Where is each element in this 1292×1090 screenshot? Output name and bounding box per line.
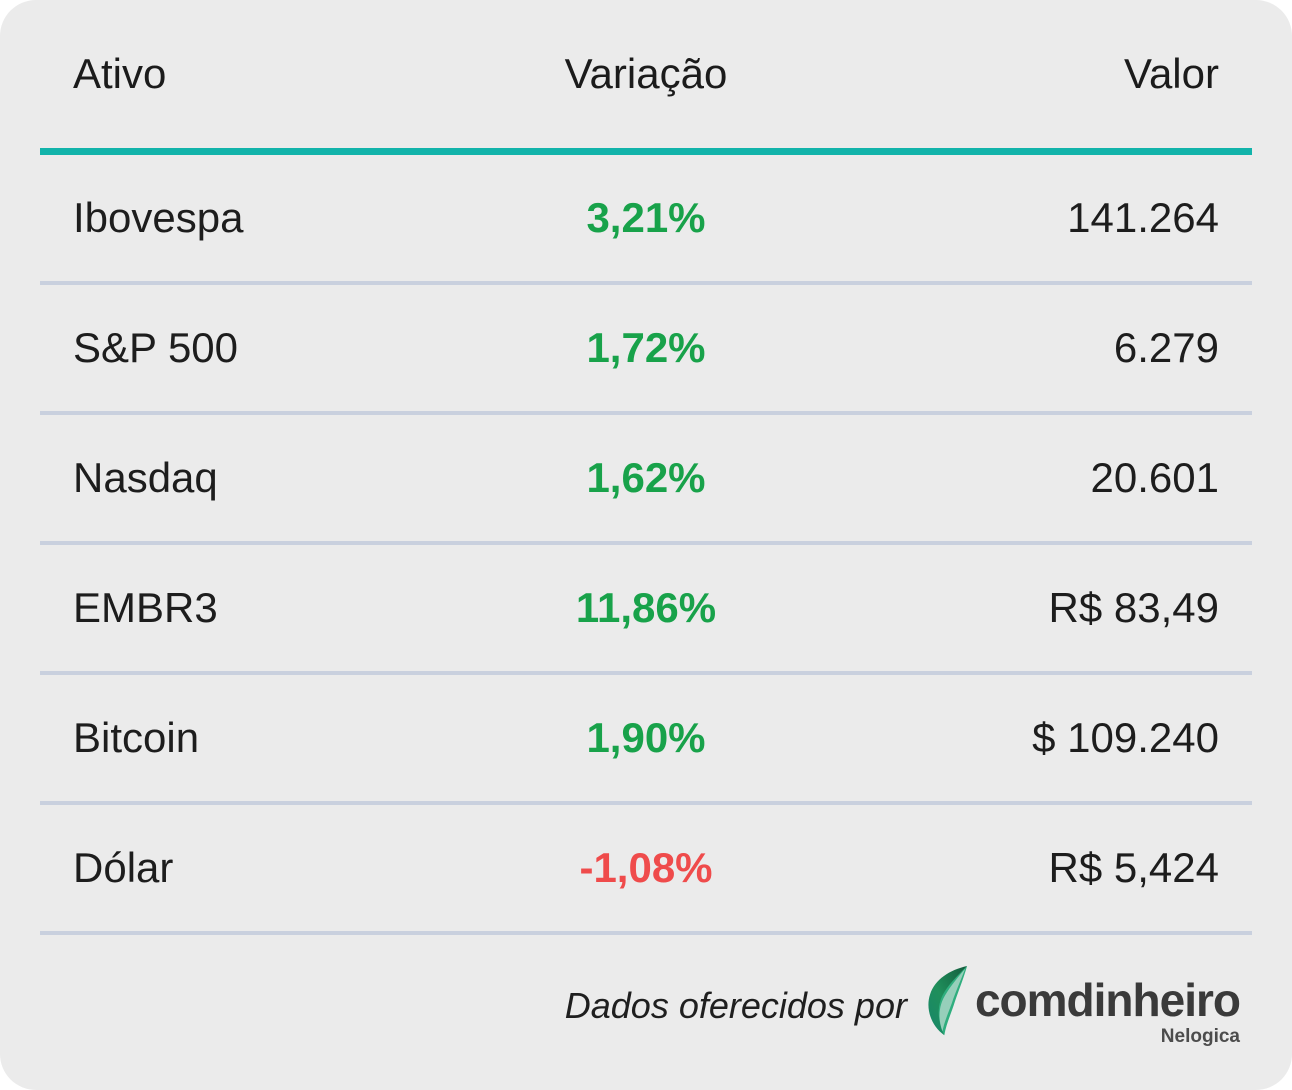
comdinheiro-logo: comdinheiro Nelogica [921, 965, 1241, 1048]
brand-text-block: comdinheiro Nelogica [974, 974, 1241, 1048]
asset-change: 1,62% [586, 454, 706, 501]
table-row: Bitcoin 1,90% $ 109.240 [40, 675, 1252, 805]
asset-value: $ 109.240 [1032, 714, 1219, 761]
table-row: Dólar -1,08% R$ 5,424 [40, 805, 1252, 935]
leaf-swoosh-icon [928, 965, 968, 1036]
asset-value: R$ 83,49 [1048, 584, 1219, 631]
column-header-ativo: Ativo [73, 50, 167, 97]
column-header-variacao: Variação [564, 50, 728, 97]
asset-change: 3,21% [586, 194, 706, 241]
brand-name: comdinheiro [974, 974, 1241, 1026]
asset-name: Ibovespa [73, 194, 244, 241]
attribution-text: Dados oferecidos por [564, 984, 907, 1026]
asset-name: Nasdaq [73, 454, 218, 501]
asset-value: 6.279 [1113, 324, 1219, 371]
asset-name: EMBR3 [73, 584, 218, 631]
market-table: Ativo Variação Valor Ibovespa 3,21% 141.… [40, 0, 1252, 935]
attribution-footer: Dados oferecidos por comdinheiro Nelogic… [0, 935, 1292, 1090]
table-row: EMBR3 11,86% R$ 83,49 [40, 545, 1252, 675]
asset-change: 1,90% [586, 714, 706, 761]
column-header-valor: Valor [1124, 50, 1219, 97]
asset-name: Dólar [73, 844, 174, 891]
table-header-row: Ativo Variação Valor [40, 0, 1252, 155]
table-row: S&P 500 1,72% 6.279 [40, 285, 1252, 415]
table-row: Ibovespa 3,21% 141.264 [40, 155, 1252, 285]
asset-change: 11,86% [575, 584, 717, 631]
asset-name: S&P 500 [73, 324, 239, 371]
asset-change: -1,08% [579, 844, 713, 891]
asset-change: 1,72% [586, 324, 706, 371]
asset-value: 20.601 [1090, 454, 1219, 501]
asset-value: 141.264 [1067, 194, 1219, 241]
brand-subname: Nelogica [1160, 1026, 1240, 1047]
asset-name: Bitcoin [73, 714, 200, 761]
table-row: Nasdaq 1,62% 20.601 [40, 415, 1252, 545]
asset-value: R$ 5,424 [1048, 844, 1219, 891]
